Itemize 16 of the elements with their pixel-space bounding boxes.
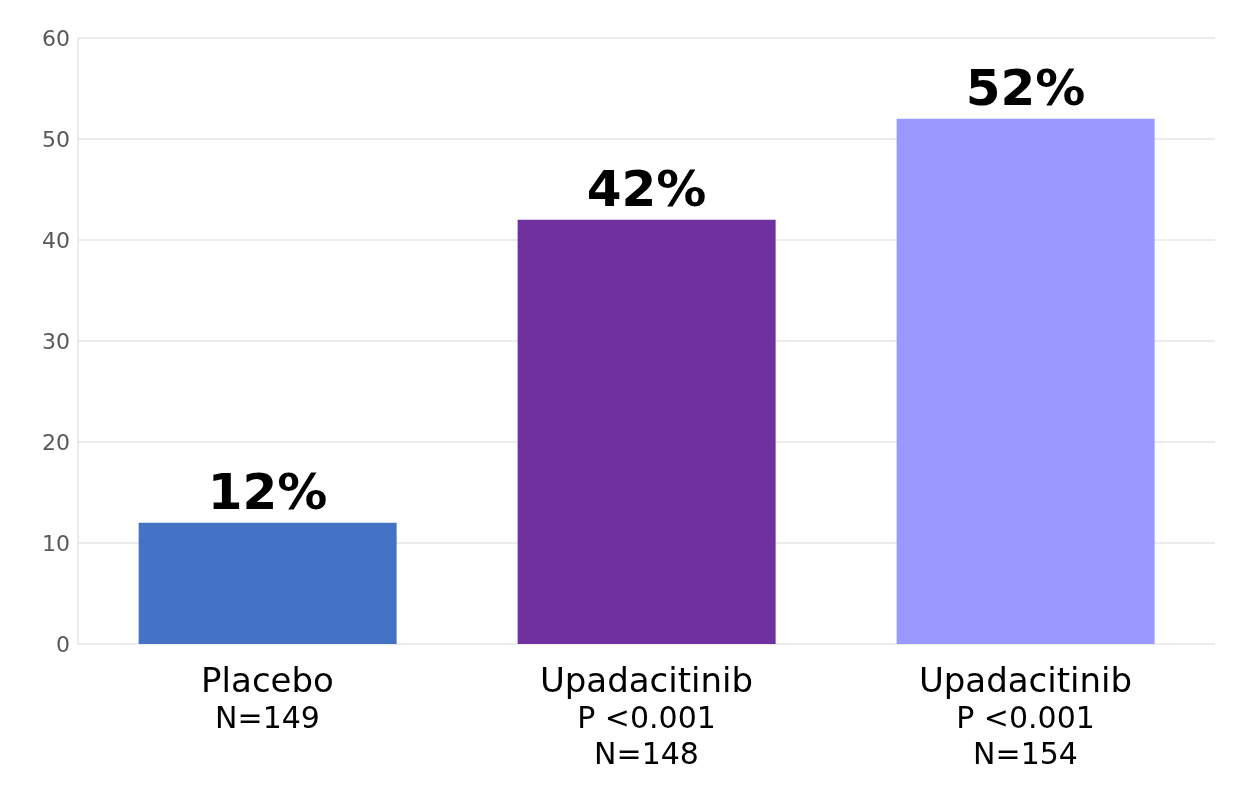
y-tick-label: 0 [56,631,70,657]
data-label: 42% [586,159,707,218]
data-label: 52% [965,58,1086,117]
data-label: 12% [207,462,328,521]
y-tick-label: 10 [42,530,70,556]
y-tick-label: 50 [42,126,70,152]
x-tick-label: Upadacitinib P <0.001 N=154 [918,660,1133,771]
bar [896,118,1155,644]
y-tick-label: 40 [42,227,70,253]
y-tick-label: 60 [42,25,70,51]
y-tick-label: 30 [42,328,70,354]
bar [517,219,776,644]
x-tick-label: Placebo N=149 [201,660,334,735]
x-tick-label: Upadacitinib P <0.001 N=148 [539,660,754,771]
bar [138,522,397,644]
y-tick-label: 20 [42,429,70,455]
